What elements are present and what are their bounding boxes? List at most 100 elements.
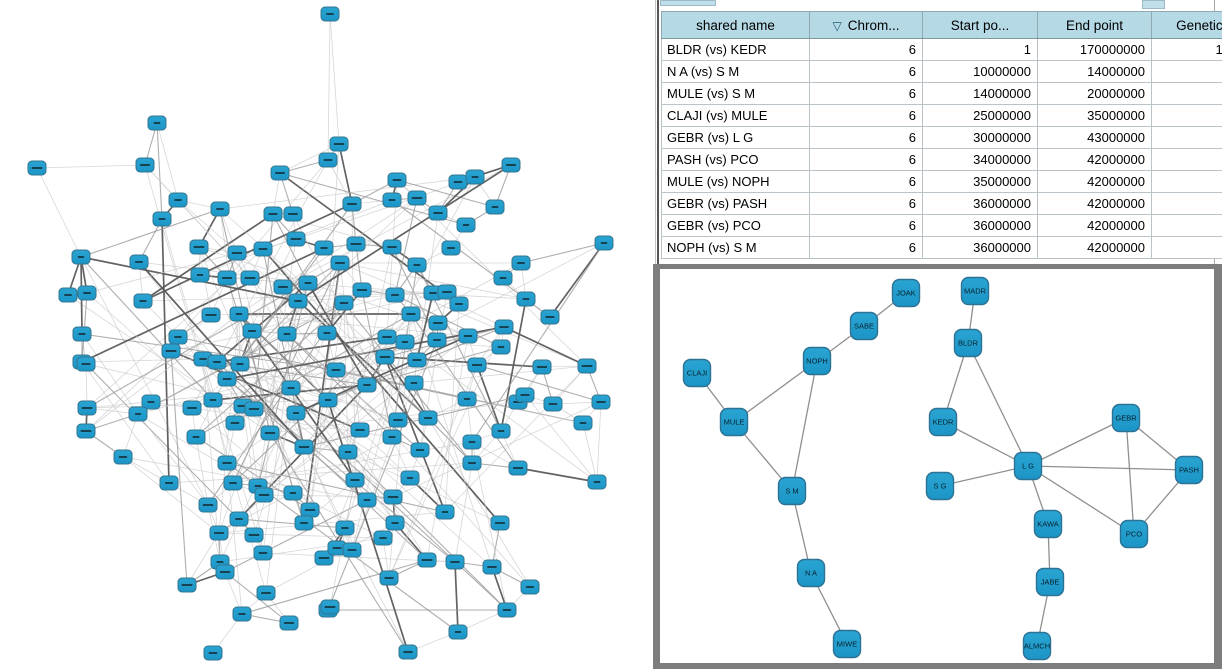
- network-node-SABE[interactable]: [849, 311, 879, 341]
- network-node-NOPH[interactable]: [802, 346, 832, 376]
- node-label-smudge: [289, 492, 297, 494]
- network-node-KAWA[interactable]: [1033, 509, 1063, 539]
- network-edge: [232, 336, 388, 484]
- network-node-KEDR[interactable]: [928, 407, 958, 437]
- network-node-BLDR[interactable]: [953, 328, 983, 358]
- network-node-MADR[interactable]: [960, 276, 990, 306]
- node-label-smudge: [413, 264, 421, 266]
- network-edge: [396, 179, 496, 208]
- node-label-smudge: [248, 330, 256, 332]
- table-cell: 6: [809, 60, 923, 83]
- network-node-SM[interactable]: [777, 476, 807, 506]
- table-row[interactable]: MULE (vs) S M614000000200000007.5: [661, 82, 1222, 105]
- network-node-JOAK[interactable]: [891, 278, 921, 308]
- node-label-smudge: [248, 408, 260, 410]
- node-label-smudge: [31, 167, 43, 169]
- network-node-ALMCH[interactable]: [1022, 631, 1052, 661]
- network-edge: [219, 176, 476, 210]
- large-network-canvas[interactable]: [0, 0, 655, 669]
- network-edge: [454, 561, 459, 633]
- node-label-smudge: [453, 181, 463, 183]
- table-cell: 16.9: [1151, 126, 1222, 149]
- network-edge: [335, 369, 531, 588]
- network-edge: [339, 262, 527, 300]
- small-network-edges: [696, 290, 1190, 647]
- table-cell: 10.5: [1151, 170, 1222, 193]
- network-edge: [272, 213, 309, 284]
- table-cell: 35000000: [922, 170, 1038, 193]
- table-cell: 6: [809, 214, 923, 237]
- network-node-NA[interactable]: [796, 558, 826, 588]
- column-header-startpo[interactable]: Start po...: [922, 11, 1038, 39]
- network-edge: [427, 417, 531, 588]
- network-edge: [303, 394, 526, 448]
- network-node-CLAJI[interactable]: [682, 358, 712, 388]
- node-label-smudge: [522, 298, 530, 300]
- table-row[interactable]: NOPH (vs) S M636000000420000009.9: [661, 236, 1222, 259]
- table-row[interactable]: BLDR (vs) KEDR61170000000192.0: [661, 38, 1222, 61]
- table-row[interactable]: GEBR (vs) L G6300000004300000016.9: [661, 126, 1222, 149]
- node-label: PCO: [1126, 530, 1142, 539]
- network-edge: [177, 199, 429, 419]
- network-node-MULE[interactable]: [719, 407, 749, 437]
- table-cell: 8.9: [1151, 192, 1222, 215]
- network-edge: [413, 365, 588, 384]
- network-edge: [326, 143, 340, 334]
- network-edge: [329, 13, 340, 145]
- network-node-LG[interactable]: [1013, 451, 1043, 481]
- node-label-smudge: [411, 197, 423, 199]
- network-edge: [81, 361, 170, 484]
- table-cell: 6: [809, 38, 923, 61]
- network-edge: [392, 401, 602, 498]
- network-node-SG[interactable]: [925, 471, 955, 501]
- network-edge: [596, 401, 602, 483]
- network-edge: [263, 286, 284, 496]
- network-edge: [191, 407, 294, 494]
- table-cell: 20000000: [1037, 82, 1152, 105]
- table-row[interactable]: N A (vs) S M610000000140000006.6: [661, 60, 1222, 83]
- table-row[interactable]: PASH (vs) PCO6340000004200000011.4: [661, 148, 1222, 171]
- small-network-canvas[interactable]: JOAK MADR SABE NOPH CLAJI BLDR MULE KEDR GEBR L G…: [660, 269, 1214, 663]
- network-node-PCO[interactable]: [1119, 519, 1149, 549]
- table-row[interactable]: MULE (vs) NOPH6350000004200000010.5: [661, 170, 1222, 193]
- table-row[interactable]: CLAJI (vs) MULE625000000350000005.9: [661, 104, 1222, 127]
- node-label-smudge: [339, 302, 349, 304]
- column-header-genetic[interactable]: Genetic...: [1151, 11, 1222, 39]
- network-node-GEBR[interactable]: [1111, 403, 1141, 433]
- network-edge: [232, 262, 341, 484]
- network-edge: [239, 363, 399, 421]
- node-label-smudge: [499, 277, 507, 279]
- filter-icon[interactable]: ▽: [832, 18, 842, 33]
- table-cell: MULE (vs) S M: [661, 82, 810, 105]
- table-row[interactable]: GEBR (vs) PCO636000000420000008.4: [661, 214, 1222, 237]
- network-edge: [582, 422, 598, 483]
- table-header: shared name ▽ Chrom... Start po... End point…: [661, 11, 1222, 39]
- network-node-MIWE[interactable]: [832, 629, 862, 659]
- node-label-smudge: [135, 261, 143, 263]
- node-label-smudge: [275, 172, 285, 174]
- node-label-smudge: [512, 467, 524, 469]
- column-header-sharedname[interactable]: shared name: [661, 11, 810, 39]
- table-cell: 25000000: [922, 104, 1038, 127]
- column-header-endpoint[interactable]: End point: [1037, 11, 1152, 39]
- network-edge: [290, 387, 493, 568]
- node-label-smudge: [454, 631, 462, 633]
- node-label-smudge: [406, 477, 414, 479]
- table-cell: PASH (vs) PCO: [661, 148, 810, 171]
- node-label-smudge: [248, 534, 260, 536]
- network-edge-LG-PASH: [1027, 465, 1190, 471]
- network-edge: [520, 242, 605, 264]
- network-edge: [476, 364, 602, 403]
- table-row[interactable]: GEBR (vs) PASH636000000420000008.9: [661, 192, 1222, 215]
- node-label-smudge: [520, 394, 530, 396]
- network-edge: [224, 499, 368, 573]
- node-label-smudge: [213, 361, 221, 363]
- node-label-smudge: [495, 522, 505, 524]
- network-node-JABE[interactable]: [1035, 567, 1065, 597]
- network-edge: [549, 242, 605, 318]
- network-edge: [394, 197, 418, 296]
- node-label-smudge: [323, 332, 331, 334]
- node-label-smudge: [406, 313, 416, 315]
- column-header-chrom[interactable]: ▽ Chrom...: [809, 11, 923, 39]
- network-node-PASH[interactable]: [1174, 455, 1204, 485]
